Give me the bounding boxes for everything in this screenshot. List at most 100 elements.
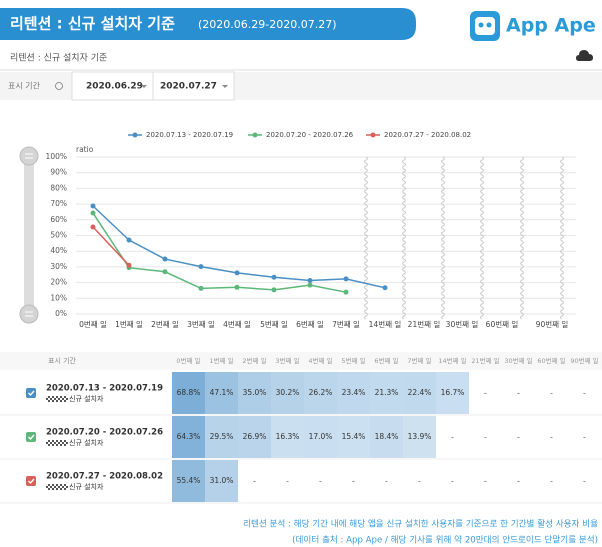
cell-value: 15.4% bbox=[342, 432, 366, 441]
series-line bbox=[92, 205, 386, 289]
cell-empty: - bbox=[550, 433, 553, 442]
end-dropdown[interactable] bbox=[152, 71, 235, 101]
x-tick-label: 0번째 일 bbox=[79, 320, 107, 329]
column-header: 14번째 일 bbox=[438, 356, 466, 365]
filter-label: 표시 기간 bbox=[8, 81, 41, 91]
x-tick-label: 60번째 일 bbox=[486, 320, 519, 329]
heat-cell bbox=[271, 416, 304, 458]
data-point bbox=[90, 224, 96, 230]
axis-break bbox=[520, 156, 524, 320]
logo: App Ape bbox=[470, 11, 596, 41]
cell-value: 31.0% bbox=[210, 476, 234, 485]
y-tick-label: 30% bbox=[50, 262, 67, 271]
column-header: 60번째 일 bbox=[537, 356, 565, 365]
cell-value: 22.4% bbox=[408, 388, 432, 397]
data-point bbox=[90, 210, 96, 216]
heat-cell bbox=[337, 416, 370, 458]
data-point bbox=[271, 287, 277, 293]
checkbox-box bbox=[26, 388, 36, 398]
legend-swatch bbox=[370, 132, 376, 138]
x-tick-label: 1번째 일 bbox=[115, 320, 143, 329]
heat-cell bbox=[370, 416, 403, 458]
cell-value: 26.2% bbox=[309, 388, 333, 397]
y-tick-label: 10% bbox=[50, 293, 67, 302]
cell-value: 55.4% bbox=[177, 476, 201, 485]
logo-text: App Ape bbox=[506, 15, 596, 37]
row-label: 2020.07.20 - 2020.07.26 bbox=[46, 428, 163, 438]
x-tick-label: 2번째 일 bbox=[151, 320, 179, 329]
axis-break bbox=[364, 156, 368, 320]
legend-swatch bbox=[132, 132, 138, 138]
axis-break bbox=[441, 156, 445, 320]
series-line bbox=[92, 212, 347, 293]
checkbox[interactable] bbox=[26, 476, 36, 486]
checkbox-check bbox=[28, 434, 35, 441]
heat-cell bbox=[271, 372, 304, 414]
x-tick-label: 7번째 일 bbox=[332, 320, 360, 329]
cell-value: 21.3% bbox=[375, 388, 399, 397]
column-header: 30번째 일 bbox=[504, 356, 532, 365]
row-sub: 신규 설치자 bbox=[69, 394, 104, 403]
y-tick-label: 90% bbox=[50, 168, 67, 177]
column-header: 2번째 일 bbox=[242, 356, 266, 365]
checkbox-check bbox=[28, 478, 35, 485]
cell-value: 23.4% bbox=[342, 388, 366, 397]
cell-value: 16.7% bbox=[441, 388, 465, 397]
data-point bbox=[126, 262, 132, 268]
cell-empty: - bbox=[319, 477, 322, 486]
cell-empty: - bbox=[484, 389, 487, 398]
cell-empty: - bbox=[286, 477, 289, 486]
row-label: 2020.07.27 - 2020.08.02 bbox=[46, 472, 163, 482]
cell-empty: - bbox=[418, 477, 421, 486]
heat-cell bbox=[370, 372, 403, 414]
heat-cell bbox=[205, 460, 238, 502]
legend-label: 2020.07.20 - 2020.07.26 bbox=[266, 131, 354, 139]
note: (데이터 출처 : App Ape / 해당 기사를 위해 약 20만대의 안드… bbox=[292, 534, 598, 546]
cell-empty: - bbox=[451, 433, 454, 442]
cell-value: 35.0% bbox=[243, 388, 267, 397]
heat-cell bbox=[304, 416, 337, 458]
start-dropdown[interactable] bbox=[71, 71, 154, 101]
cell-value: 16.3% bbox=[276, 432, 300, 441]
data-point bbox=[343, 276, 349, 282]
data-point bbox=[234, 270, 240, 276]
title-banner bbox=[0, 8, 416, 40]
checkbox[interactable] bbox=[26, 432, 36, 442]
table-header-label: 표시 기간 bbox=[48, 356, 77, 365]
start-date: 2020.06.29 bbox=[86, 82, 143, 92]
cell-value: 68.8% bbox=[177, 388, 201, 397]
cell-empty: - bbox=[583, 433, 586, 442]
end-date: 2020.07.27 bbox=[160, 82, 217, 92]
y-tick-label: 60% bbox=[50, 215, 67, 224]
download-icon[interactable] bbox=[576, 50, 593, 61]
cell-empty: - bbox=[253, 477, 256, 486]
checkbox[interactable] bbox=[26, 388, 36, 398]
cell-empty: - bbox=[517, 389, 520, 398]
cell-value: 64.3% bbox=[177, 432, 201, 441]
y-tick-label: 0% bbox=[55, 309, 67, 318]
cell-value: 47.1% bbox=[210, 388, 234, 397]
slider[interactable] bbox=[19, 146, 39, 324]
x-tick-label: 3번째 일 bbox=[187, 320, 215, 329]
data-point bbox=[162, 269, 168, 275]
period: (2020.06.29-2020.07.27) bbox=[198, 18, 337, 31]
data-point bbox=[162, 256, 168, 262]
heat-cell bbox=[205, 372, 238, 414]
y-tick-label: 20% bbox=[50, 278, 67, 287]
cell-empty: - bbox=[550, 389, 553, 398]
table-header bbox=[0, 352, 602, 370]
cell-value: 26.9% bbox=[243, 432, 267, 441]
checkbox-box bbox=[26, 476, 36, 486]
data-point bbox=[198, 264, 204, 270]
redacted bbox=[46, 396, 68, 402]
cell-empty: - bbox=[352, 477, 355, 486]
data-point bbox=[307, 278, 313, 284]
cell-value: 17.0% bbox=[309, 432, 333, 441]
data-point bbox=[343, 289, 349, 295]
x-tick-label: 30번째 일 bbox=[446, 320, 479, 329]
column-header: 5번째 일 bbox=[341, 356, 365, 365]
x-tick-label: 90번째 일 bbox=[536, 320, 569, 329]
heat-cell bbox=[403, 416, 436, 458]
column-header: 0번째 일 bbox=[176, 356, 200, 365]
